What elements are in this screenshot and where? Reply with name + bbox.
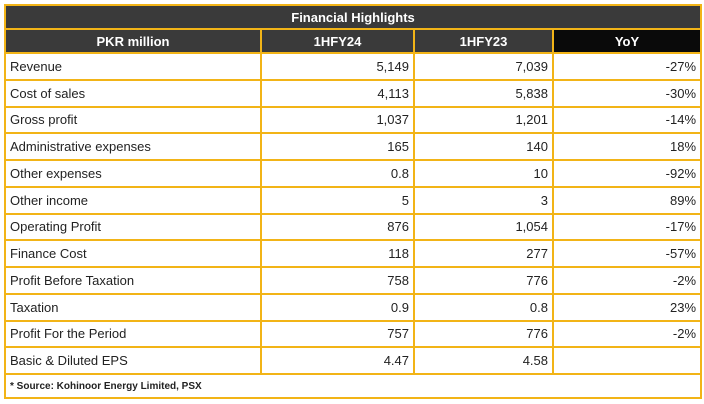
cell-1hfy24: 165 <box>260 132 415 161</box>
cell-yoy: -17% <box>551 212 703 242</box>
cell-1hfy24: 5,149 <box>260 52 415 81</box>
cell-1hfy23: 776 <box>413 266 554 295</box>
row-label: Operating Profit <box>4 212 262 242</box>
table-row: Taxation 0.9 0.8 23% <box>4 292 703 322</box>
table-row: Revenue 5,149 7,039 -27% <box>4 52 703 81</box>
row-label: Administrative expenses <box>4 132 262 161</box>
cell-yoy: -14% <box>551 105 703 135</box>
cell-1hfy24: 757 <box>260 319 415 349</box>
cell-1hfy24: 758 <box>260 266 415 295</box>
cell-1hfy23: 4.58 <box>413 346 554 375</box>
cell-yoy: 18% <box>551 132 703 161</box>
column-header-yoy: YoY <box>551 28 703 54</box>
row-label: Taxation <box>4 292 262 322</box>
source-row: * Source: Kohinoor Energy Limited, PSX <box>3 373 703 399</box>
cell-yoy: -92% <box>551 159 703 188</box>
table-header-row: PKR million 1HFY24 1HFY23 YoY <box>4 28 703 54</box>
cell-1hfy24: 0.8 <box>260 159 415 188</box>
financial-highlights-table: Financial Highlights PKR million 1HFY24 … <box>3 4 703 399</box>
table-row: Cost of sales 4,113 5,838 -30% <box>4 78 703 108</box>
row-label: Revenue <box>4 52 262 81</box>
cell-1hfy24: 0.9 <box>260 292 415 322</box>
cell-1hfy23: 1,201 <box>413 105 554 135</box>
cell-yoy: -30% <box>551 78 703 108</box>
cell-1hfy24: 4,113 <box>260 78 415 108</box>
cell-1hfy24: 118 <box>260 239 415 268</box>
cell-1hfy24: 1,037 <box>260 105 415 135</box>
cell-1hfy23: 0.8 <box>413 292 554 322</box>
table-row: Profit Before Taxation 758 776 -2% <box>4 266 703 295</box>
column-header-1hfy24: 1HFY24 <box>260 28 415 54</box>
table-row: Administrative expenses 165 140 18% <box>4 132 703 161</box>
row-label: Profit Before Taxation <box>4 266 262 295</box>
source-note: * Source: Kohinoor Energy Limited, PSX <box>3 373 703 399</box>
table-row: Profit For the Period 757 776 -2% <box>4 319 703 349</box>
cell-1hfy23: 7,039 <box>413 52 554 81</box>
column-header-1hfy23: 1HFY23 <box>413 28 554 54</box>
table-row: Operating Profit 876 1,054 -17% <box>4 212 703 242</box>
row-label: Cost of sales <box>4 78 262 108</box>
cell-1hfy24: 876 <box>260 212 415 242</box>
row-label: Basic & Diluted EPS <box>4 346 262 375</box>
cell-1hfy23: 10 <box>413 159 554 188</box>
cell-1hfy23: 140 <box>413 132 554 161</box>
cell-1hfy23: 5,838 <box>413 78 554 108</box>
cell-yoy <box>551 346 703 375</box>
cell-1hfy24: 4.47 <box>260 346 415 375</box>
table-row: Other income 5 3 89% <box>4 185 703 215</box>
column-header-pkr-million: PKR million <box>4 28 262 54</box>
cell-1hfy23: 776 <box>413 319 554 349</box>
row-label: Other expenses <box>4 159 262 188</box>
cell-yoy: -2% <box>551 266 703 295</box>
table-title: Financial Highlights <box>3 4 703 30</box>
cell-1hfy23: 3 <box>413 185 554 215</box>
table-row: Gross profit 1,037 1,201 -14% <box>4 105 703 135</box>
cell-1hfy23: 277 <box>413 239 554 268</box>
cell-yoy: -2% <box>551 319 703 349</box>
cell-yoy: 23% <box>551 292 703 322</box>
table-title-row: Financial Highlights <box>3 4 703 30</box>
row-label: Other income <box>4 185 262 215</box>
table-row: Finance Cost 118 277 -57% <box>4 239 703 268</box>
table-row: Other expenses 0.8 10 -92% <box>4 159 703 188</box>
table-row: Basic & Diluted EPS 4.47 4.58 <box>4 346 703 375</box>
cell-yoy: -27% <box>551 52 703 81</box>
row-label: Finance Cost <box>4 239 262 268</box>
cell-yoy: -57% <box>551 239 703 268</box>
cell-yoy: 89% <box>551 185 703 215</box>
cell-1hfy23: 1,054 <box>413 212 554 242</box>
row-label: Gross profit <box>4 105 262 135</box>
row-label: Profit For the Period <box>4 319 262 349</box>
cell-1hfy24: 5 <box>260 185 415 215</box>
financial-highlights-panel: Financial Highlights PKR million 1HFY24 … <box>3 4 703 399</box>
